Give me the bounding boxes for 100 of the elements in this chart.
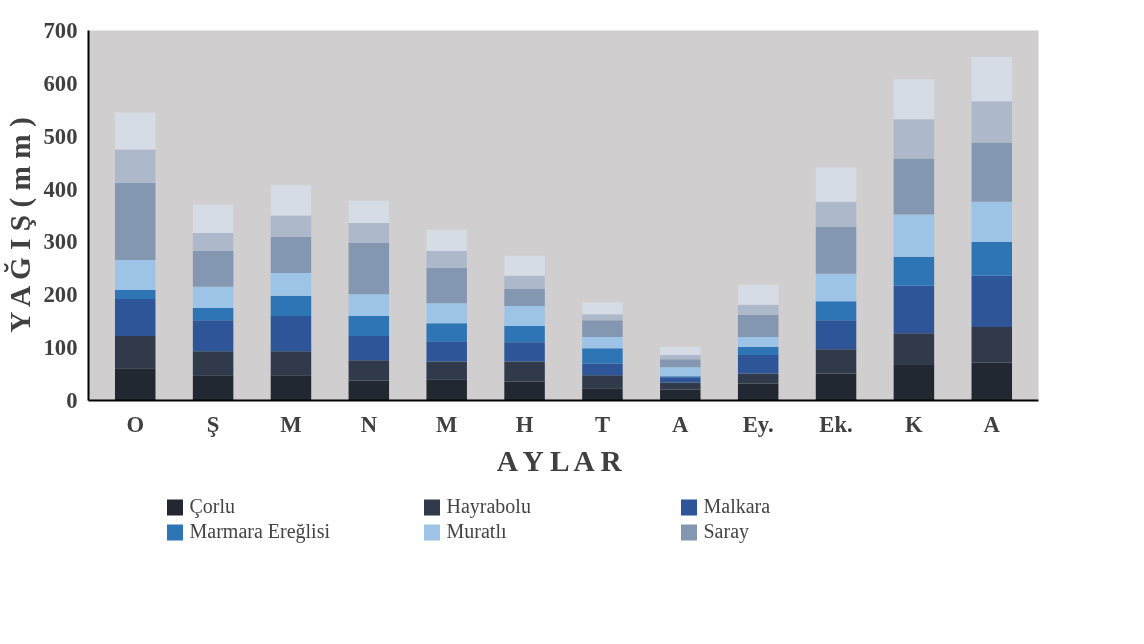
bar [893, 119, 935, 159]
x-tick-label: O [126, 411, 145, 437]
bar [114, 149, 156, 183]
y-tick-label: 700 [43, 18, 78, 43]
x-tick-label: A [672, 411, 690, 437]
bar [114, 290, 156, 300]
bar [348, 242, 390, 295]
bar [815, 373, 857, 401]
bar [270, 351, 312, 376]
bar [114, 368, 156, 401]
bar [270, 215, 312, 237]
bar [971, 56, 1013, 102]
bar [971, 142, 1013, 202]
x-tick-label: M [280, 411, 302, 437]
bar [660, 367, 701, 377]
bar [582, 302, 623, 315]
y-tick-label: 400 [43, 176, 78, 202]
y-tick-label: 0 [66, 388, 78, 413]
bar [270, 375, 312, 401]
bar [504, 342, 545, 362]
bar [192, 250, 234, 287]
bar [893, 256, 935, 286]
bar [426, 267, 467, 304]
y-axis-title: Y A Ğ I Ş ( m m ) [3, 117, 37, 333]
bar [270, 273, 312, 296]
y-tick-label: 500 [43, 123, 78, 149]
x-tick-label: A [983, 411, 1001, 437]
bar [660, 359, 701, 368]
y-tick-label: 600 [43, 70, 78, 96]
bar [971, 201, 1013, 242]
x-tick-label: K [905, 411, 924, 437]
bar [348, 222, 390, 243]
bar [737, 314, 779, 338]
x-axis-title: A Y L A R [496, 444, 623, 477]
bar [504, 255, 545, 276]
legend-label: Hayrabolu [446, 495, 532, 518]
bar [504, 381, 545, 401]
bar [114, 259, 156, 291]
bar [270, 295, 312, 316]
bar [114, 299, 156, 337]
bar [737, 337, 779, 348]
bar [971, 241, 1013, 276]
legend-label: Marmara Ereğlisi [189, 520, 331, 543]
bar [815, 301, 857, 321]
y-tick-label: 100 [43, 335, 78, 361]
bar [270, 236, 312, 274]
legend-label: Malkara [703, 495, 772, 518]
bar [348, 315, 390, 337]
x-tick-label: Ek. [819, 411, 853, 437]
legend-label: Çorlu [189, 495, 237, 518]
bar [426, 303, 467, 324]
bar [192, 351, 234, 376]
x-tick-label: T [594, 411, 610, 437]
bar [893, 285, 935, 334]
bar [893, 365, 935, 401]
bar [114, 112, 156, 150]
bar [660, 355, 701, 360]
bar [114, 336, 156, 369]
bar [504, 288, 545, 306]
bar [893, 214, 935, 257]
bar [815, 226, 857, 274]
bar [971, 101, 1013, 143]
bar [971, 275, 1013, 328]
bar [815, 273, 857, 302]
bar [737, 383, 779, 401]
y-tick-label: 200 [43, 282, 78, 308]
bar [815, 167, 857, 202]
bar [582, 375, 623, 389]
bar [192, 375, 234, 401]
bar [815, 320, 857, 350]
bar [582, 337, 623, 349]
bar [192, 204, 234, 233]
bar [348, 360, 390, 381]
bar [893, 333, 935, 366]
bar [426, 379, 467, 401]
legend-label: Muratlı [446, 520, 508, 543]
bar [815, 349, 857, 374]
bar [504, 275, 545, 289]
bar [582, 388, 623, 401]
bar [737, 355, 779, 374]
bar [582, 363, 623, 376]
bar [815, 201, 857, 227]
bar [660, 377, 701, 383]
bar [504, 325, 545, 343]
bar [737, 373, 779, 384]
bar [270, 185, 312, 216]
bar [348, 336, 390, 361]
x-tick-label: Ş [206, 411, 220, 437]
bar [192, 232, 234, 251]
bar [504, 361, 545, 382]
bar [114, 182, 156, 260]
bar [426, 361, 467, 380]
bar [270, 315, 312, 352]
bar [192, 308, 234, 321]
bar [971, 327, 1013, 363]
x-tick-label: H [515, 411, 534, 437]
bar [582, 314, 623, 321]
bar [971, 362, 1013, 401]
bar [426, 323, 467, 342]
bar [893, 79, 935, 120]
